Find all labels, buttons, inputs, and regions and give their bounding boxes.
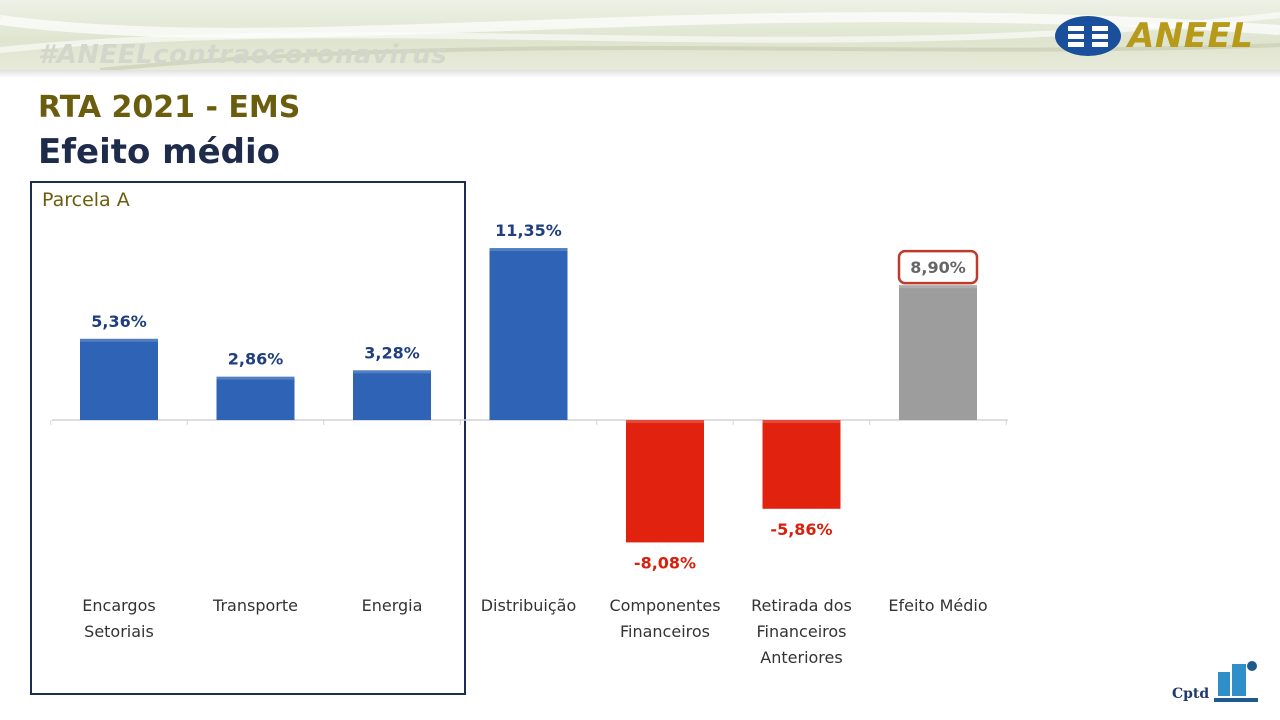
bar [489, 248, 568, 420]
bar-highlight [216, 376, 295, 380]
data-label: -8,08% [634, 553, 696, 572]
highlight-label-box [897, 249, 979, 285]
bar [762, 420, 841, 509]
category-label: Transporte [212, 596, 298, 615]
page-subtitle: Efeito médio [38, 132, 281, 172]
category-label: Financeiros [756, 622, 846, 641]
data-label: 8,90% [910, 258, 966, 277]
bar-highlight [353, 370, 431, 374]
hashtag-text: #ANEELcontraocoronavirus [38, 40, 448, 70]
bar [899, 285, 977, 420]
cptd-logo-icon: Cptd [1172, 661, 1258, 702]
category-label: Encargos [82, 596, 155, 615]
data-label: 2,86% [228, 350, 284, 369]
category-label: Setoriais [84, 622, 154, 641]
bar [80, 338, 158, 420]
bar-highlight [899, 285, 977, 289]
category-label: Energia [362, 596, 423, 615]
parcela-a-group-box [30, 181, 466, 695]
category-label: Efeito Médio [888, 596, 987, 615]
bar [626, 420, 704, 543]
aneel-logo: ANEEL [1054, 14, 1254, 58]
bar [353, 370, 431, 420]
data-label: 11,35% [495, 221, 562, 240]
category-label: Anteriores [760, 648, 842, 667]
header-banner: #ANEELcontraocoronavirus ANEEL [0, 0, 1280, 70]
bar-highlight [762, 420, 841, 423]
aneel-logo-icon [1055, 16, 1121, 56]
data-label: 3,28% [364, 343, 420, 362]
data-label: -5,86% [770, 520, 832, 539]
cptd-logo: Cptd [1170, 658, 1262, 708]
page-title: RTA 2021 - EMS [38, 90, 301, 125]
category-label: Componentes [609, 596, 720, 615]
bar-highlight [80, 338, 158, 342]
category-label: Financeiros [620, 622, 710, 641]
bar-highlight [626, 420, 704, 423]
parcela-a-label: Parcela A [42, 189, 130, 211]
category-label: Distribuição [481, 596, 577, 615]
aneel-logo-text: ANEEL [1128, 16, 1254, 56]
bar-highlight [489, 248, 568, 252]
bar [216, 376, 295, 420]
banner-shadow [0, 70, 1280, 78]
cptd-logo-text: Cptd [1172, 686, 1209, 702]
category-label: Retirada dos [751, 596, 852, 615]
data-label: 5,36% [91, 312, 147, 331]
